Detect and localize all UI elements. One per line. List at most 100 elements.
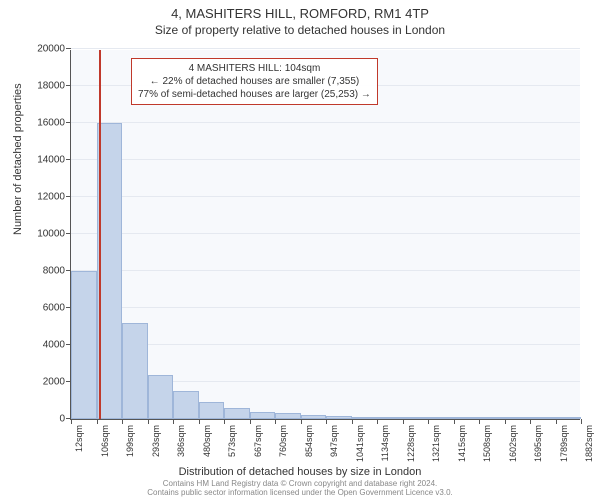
y-tick-mark xyxy=(66,48,71,49)
histogram-bar xyxy=(275,413,301,419)
x-tick-mark xyxy=(275,419,276,424)
x-tick-label: 1789sqm xyxy=(559,425,569,462)
histogram-bar xyxy=(148,375,174,419)
y-tick-label: 8000 xyxy=(43,266,65,277)
y-tick-label: 10000 xyxy=(37,229,65,240)
histogram-bar xyxy=(454,417,480,419)
y-tick-label: 6000 xyxy=(43,303,65,314)
x-tick-mark xyxy=(377,419,378,424)
histogram-bar xyxy=(326,416,352,419)
x-tick-label: 480sqm xyxy=(202,425,212,457)
marker-line xyxy=(99,50,101,419)
y-tick-label: 14000 xyxy=(37,155,65,166)
plot-area: 0200040006000800010000120001400016000180… xyxy=(70,50,580,420)
y-tick-label: 2000 xyxy=(43,377,65,388)
histogram-bar xyxy=(199,402,225,419)
histogram-bar xyxy=(250,412,276,419)
histogram-bar xyxy=(377,417,403,419)
gridline xyxy=(71,233,580,234)
histogram-bar xyxy=(505,417,531,419)
x-tick-mark xyxy=(428,419,429,424)
x-tick-label: 1228sqm xyxy=(406,425,416,462)
histogram-bar xyxy=(173,391,199,419)
x-tick-mark xyxy=(173,419,174,424)
y-tick-label: 18000 xyxy=(37,81,65,92)
histogram-bar xyxy=(479,417,505,419)
x-tick-label: 293sqm xyxy=(151,425,161,457)
annotation-line: ← 22% of detached houses are smaller (7,… xyxy=(138,75,371,88)
x-tick-label: 1321sqm xyxy=(431,425,441,462)
y-tick-label: 16000 xyxy=(37,118,65,129)
y-tick-label: 4000 xyxy=(43,340,65,351)
x-tick-label: 1695sqm xyxy=(533,425,543,462)
x-tick-label: 12sqm xyxy=(74,425,84,452)
annotation-box: 4 MASHITERS HILL: 104sqm← 22% of detache… xyxy=(131,58,378,105)
y-tick-mark xyxy=(66,159,71,160)
x-tick-label: 1134sqm xyxy=(380,425,390,461)
x-tick-label: 199sqm xyxy=(125,425,135,457)
x-tick-mark xyxy=(199,419,200,424)
gridline xyxy=(71,307,580,308)
y-tick-mark xyxy=(66,196,71,197)
gridline xyxy=(71,48,580,49)
histogram-bar xyxy=(122,323,148,419)
y-tick-mark xyxy=(66,122,71,123)
chart-title: 4, MASHITERS HILL, ROMFORD, RM1 4TP xyxy=(0,0,600,21)
chart-area: 0200040006000800010000120001400016000180… xyxy=(70,50,580,420)
gridline xyxy=(71,270,580,271)
histogram-bar xyxy=(428,417,454,419)
histogram-bar xyxy=(71,271,97,419)
histogram-bar xyxy=(403,417,429,419)
gridline xyxy=(71,196,580,197)
x-tick-mark xyxy=(479,419,480,424)
x-tick-mark xyxy=(326,419,327,424)
x-tick-mark xyxy=(454,419,455,424)
gridline xyxy=(71,122,580,123)
x-tick-mark xyxy=(505,419,506,424)
y-tick-label: 0 xyxy=(59,414,65,425)
x-tick-mark xyxy=(250,419,251,424)
x-tick-label: 947sqm xyxy=(329,425,339,457)
x-tick-label: 854sqm xyxy=(304,425,314,457)
x-tick-label: 386sqm xyxy=(176,425,186,457)
x-tick-mark xyxy=(556,419,557,424)
histogram-bar xyxy=(530,417,556,419)
annotation-line: 4 MASHITERS HILL: 104sqm xyxy=(138,62,371,75)
x-tick-mark xyxy=(352,419,353,424)
y-tick-label: 20000 xyxy=(37,44,65,55)
y-axis-title: Number of detached properties xyxy=(12,83,24,235)
attribution-line2: Contains public sector information licen… xyxy=(0,488,600,498)
histogram-bar xyxy=(556,417,582,419)
x-tick-label: 667sqm xyxy=(253,425,263,457)
x-tick-label: 106sqm xyxy=(100,425,110,457)
x-tick-mark xyxy=(403,419,404,424)
x-tick-mark xyxy=(122,419,123,424)
x-axis-title: Distribution of detached houses by size … xyxy=(0,466,600,478)
x-tick-mark xyxy=(97,419,98,424)
x-tick-mark xyxy=(301,419,302,424)
x-tick-label: 1415sqm xyxy=(457,425,467,462)
histogram-bar xyxy=(301,415,327,419)
chart-subtitle: Size of property relative to detached ho… xyxy=(0,21,600,37)
gridline xyxy=(71,159,580,160)
x-tick-label: 1041sqm xyxy=(355,425,365,462)
x-tick-label: 1882sqm xyxy=(584,425,594,462)
histogram-bar xyxy=(224,408,250,419)
chart-container: 4, MASHITERS HILL, ROMFORD, RM1 4TP Size… xyxy=(0,0,600,500)
x-tick-label: 1602sqm xyxy=(508,425,518,462)
x-tick-mark xyxy=(148,419,149,424)
y-tick-label: 12000 xyxy=(37,192,65,203)
x-tick-label: 573sqm xyxy=(227,425,237,457)
x-tick-label: 1508sqm xyxy=(482,425,492,462)
annotation-line: 77% of semi-detached houses are larger (… xyxy=(138,88,371,101)
histogram-bar xyxy=(352,417,378,419)
attribution: Contains HM Land Registry data © Crown c… xyxy=(0,479,600,498)
x-tick-label: 760sqm xyxy=(278,425,288,457)
x-tick-mark xyxy=(581,419,582,424)
x-tick-mark xyxy=(71,419,72,424)
x-tick-mark xyxy=(224,419,225,424)
y-tick-mark xyxy=(66,233,71,234)
y-tick-mark xyxy=(66,85,71,86)
x-tick-mark xyxy=(530,419,531,424)
attribution-line1: Contains HM Land Registry data © Crown c… xyxy=(0,479,600,489)
